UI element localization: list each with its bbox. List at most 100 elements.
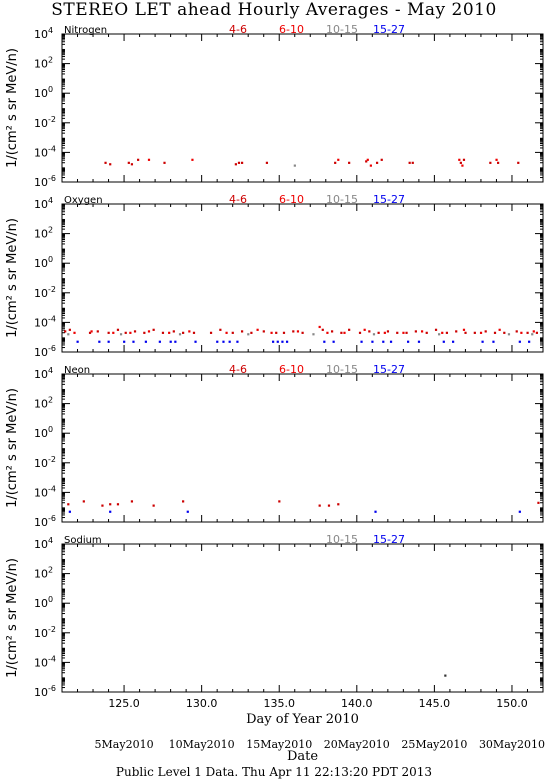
- plot-frame: [61, 33, 544, 183]
- y-tick-label: 10-6: [34, 344, 56, 359]
- data-point: [326, 331, 329, 334]
- legend-entry: 4-6: [229, 363, 247, 376]
- data-point: [464, 331, 467, 334]
- data-point: [481, 340, 484, 343]
- data-point: [275, 331, 278, 334]
- data-point: [132, 340, 135, 343]
- data-point: [285, 340, 289, 343]
- date-tick-label: 20May2010: [324, 738, 390, 751]
- y-axis-label: 1/(cm² s sr MeV/n): [5, 388, 20, 508]
- y-tick-exponent: 4: [48, 536, 53, 545]
- y-tick-exponent: 0: [48, 85, 53, 94]
- data-point: [119, 333, 123, 336]
- y-tick-exponent: -4: [48, 654, 56, 663]
- y-tick-label: 100: [34, 425, 53, 440]
- y-tick-label: 10-2: [34, 285, 56, 300]
- data-point: [321, 328, 324, 331]
- data-point: [327, 504, 331, 507]
- data-point: [371, 340, 374, 343]
- data-point: [366, 158, 369, 161]
- y-tick-exponent: 4: [48, 196, 53, 205]
- y-axis-label: 1/(cm² s sr MeV/n): [5, 48, 20, 168]
- date-tick-label: 15May2010: [246, 738, 312, 751]
- y-tick-exponent: 4: [48, 366, 53, 375]
- data-point: [262, 330, 265, 333]
- data-point: [380, 158, 383, 161]
- y-tick-label: 10-4: [34, 144, 56, 159]
- data-point: [445, 331, 448, 334]
- footer-text: Public Level 1 Data. Thu Apr 11 22:13:20…: [116, 765, 432, 779]
- y-tick-label: 100: [34, 595, 53, 610]
- data-point: [123, 340, 126, 343]
- y-tick-exponent: -4: [48, 144, 56, 153]
- data-point: [130, 500, 134, 503]
- data-point: [535, 331, 538, 334]
- data-point: [158, 340, 161, 343]
- legend-entry: 10-15: [326, 533, 358, 546]
- data-point: [462, 158, 466, 161]
- y-tick-label: 10-2: [34, 625, 56, 640]
- panel-title: Nitrogen: [64, 25, 107, 36]
- legend-entry: 10-15: [326, 363, 358, 376]
- legend-entry: 6-10: [279, 23, 304, 36]
- data-point: [484, 330, 487, 333]
- data-point: [479, 331, 483, 334]
- y-tick-exponent: 2: [48, 396, 53, 405]
- date-tick-label: 30May2010: [479, 738, 545, 751]
- data-point: [434, 328, 438, 331]
- data-point: [452, 340, 455, 343]
- data-point: [234, 163, 237, 166]
- data-point: [112, 331, 115, 334]
- y-tick-label: 10-4: [34, 654, 56, 669]
- x-tick-label: 125.0: [108, 697, 140, 710]
- data-point: [240, 161, 244, 164]
- y-axis-label: 1/(cm² s sr MeV/n): [5, 218, 20, 338]
- data-point: [332, 340, 335, 343]
- data-point: [531, 333, 534, 336]
- data-point: [296, 330, 300, 333]
- legend-entry: 15-27: [373, 23, 405, 36]
- panel-title: Neon: [64, 365, 90, 376]
- data-point: [270, 331, 273, 334]
- data-point: [265, 161, 269, 164]
- data-point: [147, 158, 151, 161]
- data-point: [64, 330, 67, 333]
- data-point: [301, 331, 304, 334]
- data-point: [323, 340, 326, 343]
- data-point: [495, 158, 498, 161]
- data-point: [444, 674, 447, 677]
- data-point: [532, 330, 535, 333]
- data-point: [178, 333, 182, 336]
- data-point: [101, 504, 104, 507]
- y-tick-label: 10-6: [34, 684, 56, 699]
- data-point: [292, 330, 295, 333]
- legend-entry: 6-10: [279, 193, 304, 206]
- legend-entry: 15-27: [373, 193, 405, 206]
- y-tick-exponent: -6: [48, 514, 56, 523]
- data-point: [402, 331, 405, 334]
- data-point: [458, 158, 461, 161]
- data-point: [194, 340, 197, 343]
- data-point: [231, 331, 234, 334]
- data-point: [377, 331, 380, 334]
- data-point: [405, 331, 408, 334]
- data-point: [526, 331, 529, 334]
- data-point: [209, 331, 213, 334]
- data-point: [276, 340, 279, 343]
- data-point: [408, 161, 411, 164]
- data-point: [517, 161, 520, 164]
- data-point: [318, 325, 321, 329]
- data-point: [340, 331, 343, 334]
- data-point: [116, 503, 120, 506]
- data-point: [459, 161, 462, 164]
- data-point: [236, 340, 239, 343]
- data-point: [68, 510, 71, 513]
- data-point: [130, 163, 134, 166]
- x-tick-label: 140.0: [341, 697, 373, 710]
- date-tick-label: 5May2010: [95, 738, 154, 751]
- data-point: [455, 330, 458, 333]
- data-point: [76, 340, 79, 343]
- data-point: [144, 340, 147, 343]
- data-point: [147, 330, 151, 333]
